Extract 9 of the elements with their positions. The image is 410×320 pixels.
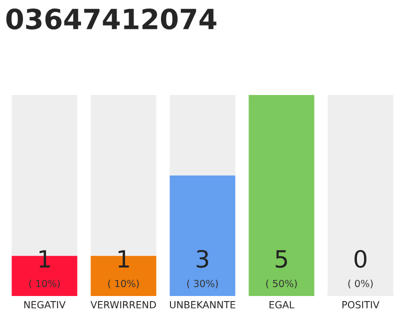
x-tick-label: VERWIRREND <box>90 301 156 308</box>
x-tick-label: POSITIV <box>342 301 380 308</box>
data-label: 0 ( 0%) <box>348 250 373 288</box>
x-tick-label: NEGATIV <box>24 301 66 308</box>
data-label: 3 ( 30%) <box>187 250 218 288</box>
x-tick-label: EGAL <box>270 301 294 308</box>
chart-title: 03647412074 <box>6 8 216 30</box>
data-label: 5 ( 50%) <box>266 250 297 288</box>
x-tick-label: UNBEKANNTE <box>170 301 236 308</box>
